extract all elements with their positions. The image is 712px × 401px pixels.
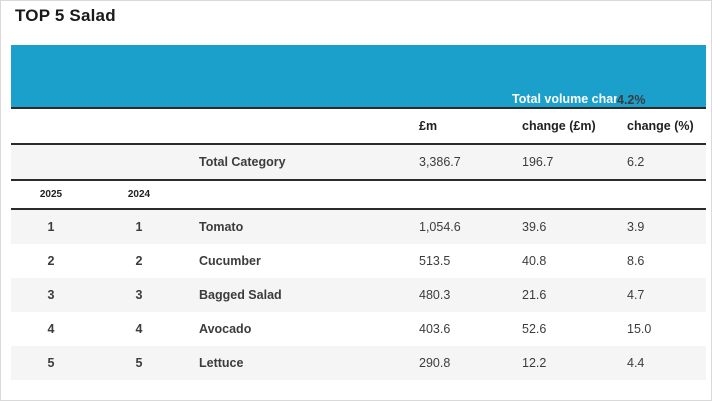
banner-label-cell: Total volume change: [512, 45, 617, 109]
product-name: Bagged Salad: [187, 278, 409, 312]
volume-value: 513.5: [409, 244, 512, 278]
column-header-volume: £m: [409, 108, 512, 145]
change-value: 52.6: [512, 312, 617, 346]
year-header-row: 2025 2024: [11, 180, 706, 210]
change-percent: 8.6: [617, 244, 706, 278]
year-header-2025: 2025: [11, 180, 91, 210]
change-percent: 4.4: [617, 346, 706, 380]
rank-2025: 3: [11, 278, 91, 312]
rank-2024: 1: [91, 209, 187, 244]
rank-2024: 3: [91, 278, 187, 312]
table-row-avocado: 4 4 Avocado 403.6 52.6 15.0: [11, 312, 706, 346]
change-percent: 3.9: [617, 209, 706, 244]
product-name: Lettuce: [187, 346, 409, 380]
total-category-row: Total Category 3,386.7 196.7 6.2: [11, 144, 706, 181]
total-change-value: 196.7: [512, 144, 617, 181]
rank-2025: 1: [11, 209, 91, 244]
change-value: 39.6: [512, 209, 617, 244]
column-header-row: £m change (£m) change (%): [11, 108, 706, 145]
change-value: 40.8: [512, 244, 617, 278]
column-header-change-value: change (£m): [512, 108, 617, 145]
top5-salad-table: Total volume change 4.2% £m change (£m) …: [11, 45, 706, 380]
rank-2024: 4: [91, 312, 187, 346]
volume-value: 1,054.6: [409, 209, 512, 244]
banner-row: Total volume change 4.2%: [11, 45, 706, 109]
volume-value: 290.8: [409, 346, 512, 380]
volume-value: 403.6: [409, 312, 512, 346]
column-header-change-percent: change (%): [617, 108, 706, 145]
banner-spacer: [11, 45, 512, 109]
product-name: Avocado: [187, 312, 409, 346]
volume-value: 480.3: [409, 278, 512, 312]
rank-2025: 5: [11, 346, 91, 380]
total-change-percent: 6.2: [617, 144, 706, 181]
table-row-lettuce: 5 5 Lettuce 290.8 12.2 4.4: [11, 346, 706, 380]
change-value: 21.6: [512, 278, 617, 312]
change-percent: 4.7: [617, 278, 706, 312]
table-row-tomato: 1 1 Tomato 1,054.6 39.6 3.9: [11, 209, 706, 244]
change-percent: 15.0: [617, 312, 706, 346]
total-row-spacer: [11, 144, 187, 181]
rank-2024: 5: [91, 346, 187, 380]
banner-label: Total volume change: [512, 92, 617, 106]
year-header-spacer: [187, 180, 706, 210]
year-header-2024: 2024: [91, 180, 187, 210]
banner-value: 4.2%: [617, 45, 706, 109]
table-row-cucumber: 2 2 Cucumber 513.5 40.8 8.6: [11, 244, 706, 278]
column-header-spacer: [11, 108, 409, 145]
rank-2025: 2: [11, 244, 91, 278]
rank-2025: 4: [11, 312, 91, 346]
total-volume-value: 3,386.7: [409, 144, 512, 181]
product-name: Cucumber: [187, 244, 409, 278]
page-title: TOP 5 Salad: [15, 6, 116, 25]
total-category-label: Total Category: [187, 144, 409, 181]
table-row-bagged-salad: 3 3 Bagged Salad 480.3 21.6 4.7: [11, 278, 706, 312]
product-name: Tomato: [187, 209, 409, 244]
change-value: 12.2: [512, 346, 617, 380]
rank-2024: 2: [91, 244, 187, 278]
